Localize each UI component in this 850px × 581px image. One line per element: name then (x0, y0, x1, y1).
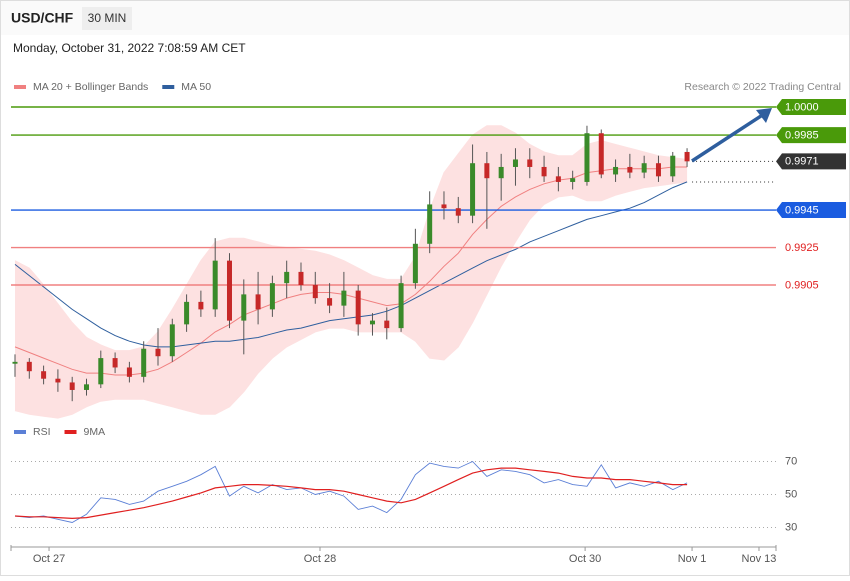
level-label: 1.0000 (785, 101, 819, 113)
candle-body (169, 324, 175, 357)
candle-body (226, 260, 232, 321)
header-bar (1, 1, 849, 35)
candle-body (455, 208, 461, 216)
level-label-box (776, 202, 846, 219)
rsi-line (14, 460, 688, 523)
candle-body (126, 367, 132, 377)
candle-body (541, 166, 547, 177)
y-tick-label: 30 (785, 521, 797, 533)
candle-body (341, 290, 347, 306)
candle-body (441, 204, 447, 209)
candle-body (369, 320, 375, 325)
level-label: 0.9905 (785, 279, 819, 291)
candle-body (12, 361, 18, 364)
candle-body (255, 294, 261, 310)
candle-body (98, 358, 104, 385)
projection-arrow (691, 112, 765, 163)
candle-body (26, 361, 32, 372)
candle-body (384, 320, 390, 329)
level-label: 0.9985 (785, 130, 819, 142)
candle-body (398, 283, 404, 329)
legend-swatch (14, 430, 26, 434)
candle-body (498, 166, 504, 179)
rsi-line (14, 467, 688, 520)
level-label: 0.9971 (785, 156, 819, 168)
timestamp: Monday, October 31, 2022 7:08:59 AM CET (13, 41, 246, 55)
candle-body (141, 348, 147, 377)
candle-body (355, 290, 361, 325)
candle-body (655, 163, 661, 177)
candle-body (470, 163, 476, 216)
candle-body (83, 384, 89, 390)
candle-body (484, 163, 490, 179)
level-label: 0.9925 (785, 242, 819, 254)
candle-body (613, 166, 619, 175)
candle-body (570, 178, 576, 182)
credit: Research © 2022 Trading Central (684, 81, 841, 93)
candle-body (69, 382, 75, 390)
candle-body (112, 358, 118, 368)
level-label-box (776, 98, 846, 115)
timeframe-button[interactable] (82, 7, 132, 30)
candle-body (627, 166, 633, 173)
timeframe[interactable]: 30 MIN (88, 11, 127, 25)
legend-swatch (64, 430, 77, 434)
y-tick-label: 70 (785, 455, 797, 467)
candle-body (298, 271, 304, 286)
x-tick-label: Nov 1 (678, 553, 707, 565)
x-tick-label: Oct 27 (33, 553, 65, 565)
legend-label: RSI (33, 426, 51, 438)
rsi-plot: 30 50 70 RSI 9MA (11, 426, 797, 533)
candle-body (555, 176, 561, 182)
candle-body (527, 159, 533, 167)
level-label-box (776, 127, 846, 144)
candle-body (641, 163, 647, 173)
candle-body (312, 285, 318, 299)
legend-label: MA 20 + Bollinger Bands (33, 81, 148, 93)
candle-body (55, 378, 61, 383)
candle-body (427, 204, 433, 244)
candle-body (241, 294, 247, 321)
candle-body (184, 301, 190, 325)
candle-body (684, 151, 690, 162)
level-label: 0.9945 (785, 204, 819, 216)
candle-body (670, 155, 676, 177)
candle-body (598, 133, 604, 175)
chart-title: USD/CHF (11, 10, 74, 26)
candle-body (155, 348, 161, 357)
candle-body (41, 371, 47, 379)
y-tick-label: 50 (785, 488, 797, 500)
bollinger-upper (14, 125, 688, 352)
candle-body (327, 298, 333, 306)
candle-body (269, 283, 275, 310)
x-tick-label: Oct 30 (569, 553, 601, 565)
level-label-box (776, 153, 846, 170)
bollinger-lower (14, 181, 688, 419)
arrow-head (756, 108, 772, 123)
legend-label: MA 50 (181, 81, 211, 93)
candle-body (212, 260, 218, 310)
candle-body (284, 271, 290, 284)
price-plot: 1.0000 0.9985 0.9971 0.9945 0.9925 0.9905 MA 2… (10, 81, 846, 565)
legend-swatch (14, 85, 26, 89)
candle-body (198, 301, 204, 310)
legend-label: 9MA (84, 426, 106, 438)
x-tick-label: Oct 28 (304, 553, 336, 565)
candle-body (412, 243, 418, 284)
legend-swatch (162, 85, 175, 89)
x-tick-label: Nov 13 (742, 553, 777, 565)
candle-body (584, 133, 590, 182)
candle-body (512, 159, 518, 167)
ma-line (14, 181, 688, 348)
